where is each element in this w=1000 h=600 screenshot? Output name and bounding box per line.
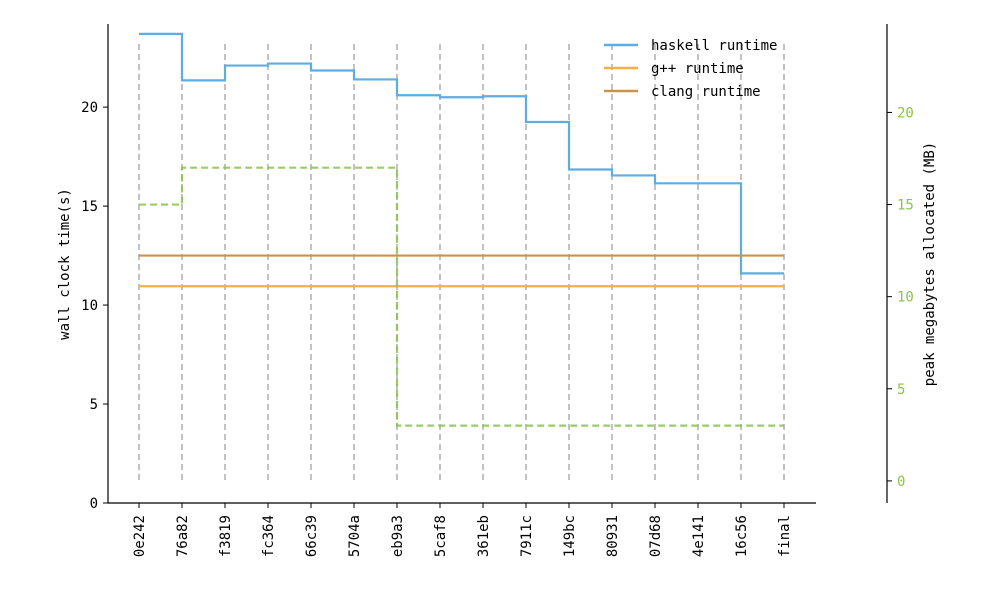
x-tick-label: fc364 [261,515,277,557]
y2-tick-label: 15 [897,198,914,214]
x-tick-label: 76a82 [175,515,191,557]
x-tick-label: eb9a3 [390,515,406,557]
x-tick-label: 66c39 [304,515,320,557]
legend-label: clang runtime [651,84,761,100]
x-tick-label: 7911c [519,515,535,557]
x-tick-label: 5caf8 [433,515,449,557]
y2-tick-label: 0 [897,474,905,490]
x-tick-label: 07d68 [648,515,664,557]
x-tick-label: 4e141 [691,515,707,557]
x-tick-label: 361eb [476,515,492,557]
y-tick-label: 10 [81,298,98,314]
x-tick-label: f3819 [218,515,234,557]
y2-tick-label: 10 [897,290,914,306]
series-line-peak-memory [139,166,784,427]
series-line-haskell-runtime [139,32,784,275]
legend-label: g++ runtime [651,61,744,77]
y2-tick-label: 5 [897,382,905,398]
x-tick-label: 0e242 [132,515,148,557]
x-tick-label: 16c56 [734,515,750,557]
axes: 0 5 10 15 20 0 5 10 15 20 0e242 76a82 f3819 fc364 66c3… [81,24,914,557]
legend: haskell runtime g++ runtime clang runtime [604,38,777,100]
x-tick-label: 5704a [347,515,363,557]
y-axis-label: wall clock time(s) [57,188,73,340]
y-tick-label: 0 [90,496,98,512]
legend-label: haskell runtime [651,38,777,54]
y-tick-label: 5 [90,397,98,413]
x-tick-label: final [777,515,793,557]
x-tick-label: 149bc [562,515,578,557]
y2-axis-label: peak megabytes allocated (MB) [922,142,938,386]
series-lines [139,32,784,427]
x-tick-label: 80931 [605,515,621,557]
y-tick-label: 20 [81,100,98,116]
y-tick-label: 15 [81,199,98,215]
y2-tick-label: 20 [897,105,914,121]
vertical-gridlines [138,44,785,482]
